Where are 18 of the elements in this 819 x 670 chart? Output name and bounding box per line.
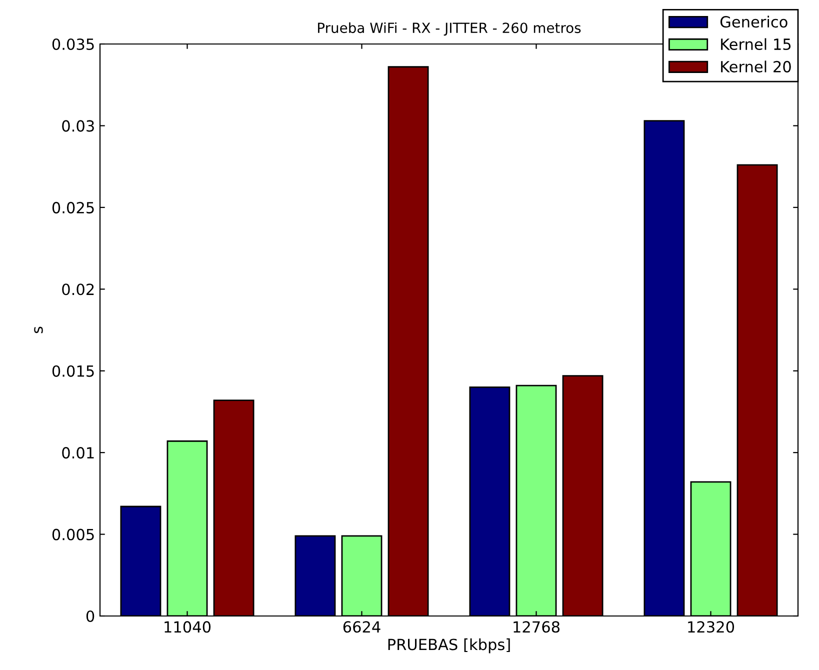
y-tick-label: 0.01	[62, 447, 94, 459]
y-tick-label: 0.03	[62, 120, 94, 132]
chart-title: Prueba WiFi - RX - JITTER - 260 metros	[318, 22, 581, 36]
y-tick-label: 0.025	[52, 202, 94, 214]
x-tick-label: 12768	[514, 621, 560, 633]
x-tick-label: 6624	[343, 621, 380, 633]
y-tick-label: 0	[86, 610, 94, 622]
legend-label: Kernel 15	[721, 38, 791, 50]
x-tick-label: 12320	[688, 621, 734, 633]
legend-label: Generico	[720, 16, 788, 28]
legend-label: Kernel 20	[721, 60, 791, 72]
x-tick-label: 11040	[164, 621, 211, 633]
y-tick-label: 0.015	[52, 365, 94, 377]
x-axis-title: PRUEBAS [kbps]	[388, 638, 510, 654]
y-tick-label: 0.02	[62, 284, 94, 296]
y-tick-label: 0.005	[52, 528, 94, 540]
y-axis-title: s	[34, 326, 43, 334]
y-tick-label: 0.035	[52, 38, 94, 50]
